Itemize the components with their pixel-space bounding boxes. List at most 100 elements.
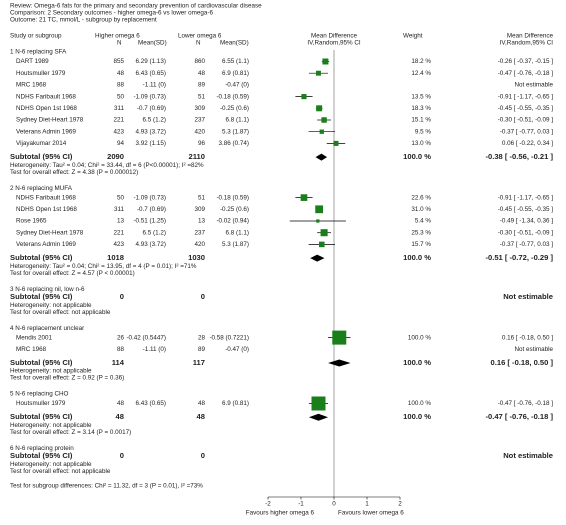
subtotal-ci: Not estimable [503, 292, 553, 301]
study-name: MRC 1968 [16, 82, 47, 89]
heterogeneity: Heterogeneity: Tau² = 0.04; Chi² = 33.44… [10, 162, 204, 169]
subtotal-label: Subtotal (95% CI) [10, 412, 73, 421]
study-name: Mendis 2001 [16, 334, 53, 341]
n1: 423 [113, 128, 124, 135]
subtotal-n1: 0 [120, 292, 124, 301]
effect-ci: -0.26 [ -0.37, -0.15 ] [498, 58, 554, 65]
mean-sd-1: 4.93 (3.72) [136, 128, 166, 135]
group-title: 3 N-6 replacing nil, low n-6 [10, 286, 85, 293]
mean-sd-1: -1.11 (0) [143, 82, 166, 89]
comparison: Comparison: 2 Secondary outcomes - highe… [10, 10, 213, 17]
heterogeneity: Heterogeneity: not applicable [10, 302, 92, 309]
study-square [333, 140, 339, 146]
mean-sd-2: -0.47 (0) [225, 346, 249, 353]
weight: 15.1 % [411, 117, 431, 124]
mean-sd-1: 6.29 (1.13) [136, 58, 166, 65]
weight: 22.6 % [411, 194, 431, 201]
weight: 100.0 % [408, 400, 432, 407]
group-title: 5 N-6 replacing CHO [10, 391, 69, 398]
overall-effect: Test for overall effect: not applicable [10, 468, 111, 475]
column-header: Mean(SD) [138, 40, 167, 47]
mean-sd-1: 6.43 (0.65) [136, 400, 166, 407]
study-name: Sydney Diet-Heart 1978 [16, 117, 84, 124]
weight: 12.4 % [411, 70, 431, 77]
mean-sd-2: -0.25 (0.6) [220, 105, 249, 112]
mean-sd-2: 5.3 (1.87) [222, 241, 249, 248]
mean-sd-2: 6.9 (0.81) [222, 400, 249, 407]
n2: 96 [198, 140, 206, 147]
group-title: 6 N-6 replacing protein [10, 445, 74, 452]
subtotal-weight: 100.0 % [403, 358, 431, 367]
n1: 26 [117, 334, 125, 341]
n2: 51 [198, 194, 206, 201]
effect-ci: -0.91 [ -1.17, -0.65 ] [498, 194, 554, 201]
n1: 221 [113, 229, 124, 236]
effect-ci: -0.47 [ -0.76, -0.18 ] [498, 400, 554, 407]
subtotal-label: Subtotal (95% CI) [10, 358, 73, 367]
n2: 48 [198, 70, 206, 77]
n2: 89 [198, 82, 206, 89]
study-name: Houtsmuller 1979 [16, 70, 66, 77]
subtotal-n2: 0 [201, 292, 205, 301]
n2: 51 [198, 93, 206, 100]
study-name: NDHS Open 1st 1968 [16, 105, 77, 112]
study-square [320, 229, 328, 237]
effect-ci: -0.47 [ -0.76, -0.18 ] [498, 70, 554, 77]
study-name: Vijayakumar 2014 [16, 140, 67, 147]
subtotal-label: Subtotal (95% CI) [10, 451, 73, 460]
n2: 237 [194, 229, 205, 236]
study-square [319, 241, 325, 248]
subtotal-ci: -0.38 [ -0.56, -0.21 ] [485, 152, 553, 161]
n2: 89 [198, 346, 206, 353]
effect-ci: -0.45 [ -0.55, -0.35 ] [498, 206, 554, 213]
weight: 25.3 % [411, 229, 431, 236]
review: Review: Omega-6 fats for the primary and… [10, 3, 262, 10]
effect-ci: 0.16 [ -0.18, 0.50 ] [502, 334, 553, 341]
outcome: Outcome: 21 TC, mmol/L - subgroup by rep… [10, 17, 157, 24]
n2: 237 [194, 117, 205, 124]
column-header: Mean Difference [507, 33, 554, 40]
group-title: 2 N-6 replacing MUFA [10, 185, 73, 192]
study-name: Veterans Admin 1969 [16, 128, 76, 135]
effect-ci: Not estimable [515, 82, 554, 89]
n1: 855 [113, 58, 124, 65]
overall-effect: Test for overall effect: Z = 3.14 (P = 0… [10, 429, 131, 436]
favours-left: Favours higher omega 6 [246, 510, 315, 517]
subtotal-ci: 0.16 [ -0.18, 0.50 ] [491, 358, 554, 367]
n2: 28 [198, 334, 206, 341]
subtotal-ci: Not estimable [503, 451, 553, 460]
overall-effect: Test for overall effect: Z = 4.38 (P = 0… [10, 169, 138, 176]
n1: 48 [117, 70, 125, 77]
column-header: Higher omega 6 [95, 33, 140, 40]
subtotal-label: Subtotal (95% CI) [10, 253, 73, 262]
n2: 420 [194, 241, 205, 248]
subtotal-weight: 100.0 % [403, 412, 431, 421]
effect-ci: -0.30 [ -0.51, -0.09 ] [498, 229, 554, 236]
weight: 15.7 % [411, 241, 431, 248]
subtotal-diamond [310, 254, 325, 262]
heterogeneity: Heterogeneity: Tau² = 0.04; Chi² = 13.95… [10, 263, 197, 270]
mean-sd-1: -1.09 (0.73) [133, 194, 166, 201]
n1: 311 [114, 206, 125, 213]
weight: 13.0 % [411, 140, 431, 147]
mean-sd-1: -0.7 (0.69) [137, 206, 166, 213]
n1: 423 [113, 241, 124, 248]
column-header: Lower omega 6 [178, 33, 222, 40]
mean-sd-1: 6.5 (1.2) [143, 117, 166, 124]
n2: 309 [194, 105, 205, 112]
n1: 50 [117, 93, 125, 100]
heterogeneity: Heterogeneity: not applicable [10, 422, 92, 429]
subtotal-n2: 1030 [188, 253, 205, 262]
effect-ci: -0.91 [ -1.17, -0.65 ] [498, 93, 554, 100]
study-square [321, 117, 327, 123]
mean-sd-2: -0.25 (0.6) [220, 206, 249, 213]
mean-sd-2: 3.86 (0.74) [219, 140, 249, 147]
mean-sd-2: -0.47 (0) [225, 82, 249, 89]
x-tick-label: 2 [398, 501, 402, 508]
study-square [311, 396, 326, 411]
weight: 13.5 % [411, 93, 431, 100]
subtotal-n2: 2110 [189, 152, 205, 161]
column-header: Mean Difference [311, 33, 358, 40]
overall-effect: Test for overall effect: not applicable [10, 309, 111, 316]
mean-sd-1: -0.7 (0.69) [137, 105, 166, 112]
